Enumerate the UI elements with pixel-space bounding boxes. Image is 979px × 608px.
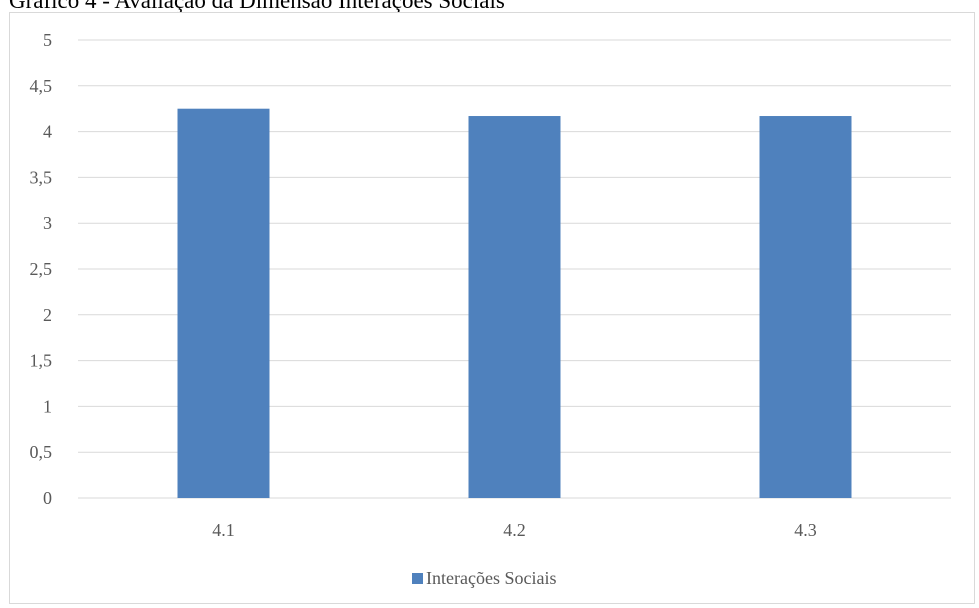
x-tick-label: 4.2 [503, 520, 526, 540]
y-tick-label: 1 [43, 396, 52, 416]
y-tick-label: 1,5 [30, 351, 53, 371]
bar-4.3 [759, 116, 852, 498]
bar-4.2 [468, 116, 561, 498]
y-tick-label: 2,5 [30, 259, 53, 279]
y-tick-label: 3 [43, 213, 52, 233]
bars [177, 108, 852, 498]
x-tick-label: 4.1 [212, 520, 235, 540]
y-tick-label: 0,5 [30, 442, 53, 462]
legend-label: Interações Sociais [426, 568, 556, 588]
y-tick-label: 4 [43, 122, 52, 142]
bar-4.1 [177, 108, 270, 498]
y-tick-label: 4,5 [30, 76, 53, 96]
x-tick-label: 4.3 [794, 520, 817, 540]
legend-swatch [412, 573, 423, 584]
y-tick-label: 2 [43, 305, 52, 325]
chart-caption: Gráfico 4 - Avaliação da Dimensão Intera… [9, 0, 505, 13]
x-axis-ticks: 4.1 4.2 4.3 [212, 520, 817, 540]
y-tick-label: 5 [43, 30, 52, 50]
legend: Interações Sociais [412, 568, 556, 588]
y-axis-ticks: 0 0,5 1 1,5 2 2,5 3 3,5 4 4,5 5 [30, 30, 53, 508]
y-tick-label: 3,5 [30, 167, 53, 187]
y-tick-label: 0 [43, 488, 52, 508]
